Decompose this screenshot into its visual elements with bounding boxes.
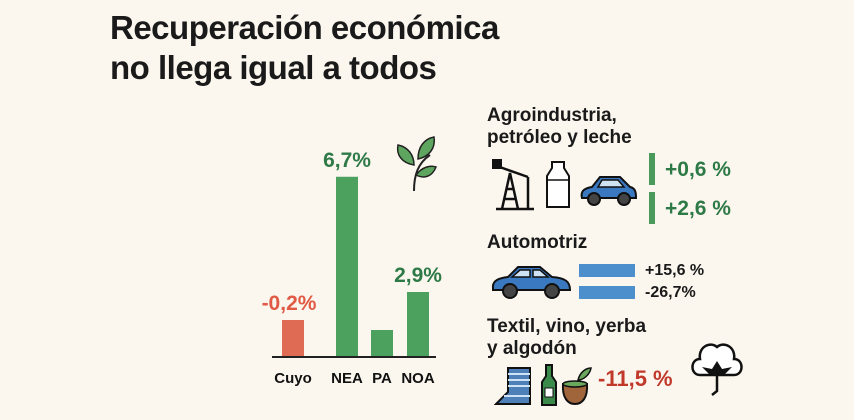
auto-bar-1 <box>579 264 635 277</box>
textil-value: -11,5 % <box>598 366 673 391</box>
fabric-icon <box>494 367 531 405</box>
title-line-1: Recuperación económica <box>110 9 499 46</box>
car-icon <box>491 266 572 299</box>
car-icon <box>580 176 638 206</box>
mate-icon <box>561 367 592 406</box>
agro-indicator-bar-2 <box>649 192 655 224</box>
data-label-noa: 2,9% <box>394 264 442 287</box>
region-bar-chart: -0,2% Cuyo 6,7% NEA PA 2,9% NOA <box>262 149 443 387</box>
agro-indicator-bar-1 <box>649 153 655 185</box>
category-label-pa: PA <box>372 370 392 387</box>
sector-agro-title-line-2: petróleo y leche <box>487 127 632 148</box>
auto-bar-2 <box>579 286 635 299</box>
agro-value-1: +0,6 % <box>665 158 731 181</box>
sector-textil-title-line-1: Textil, vino, yerba <box>487 316 647 337</box>
bar-cuyo <box>282 320 304 357</box>
agro-value-2: +2,6 % <box>665 197 731 220</box>
data-label-cuyo: -0,2% <box>262 292 317 315</box>
leaf-icon <box>396 136 437 192</box>
auto-value-2: -26,7% <box>645 284 696 301</box>
auto-value-1: +15,6 % <box>645 262 705 279</box>
bar-noa <box>407 292 429 357</box>
category-label-nea: NEA <box>331 370 363 387</box>
oil-pump-icon <box>492 159 534 211</box>
sector-agro-title-line-1: Agroindustria, <box>487 105 617 126</box>
wine-bottle-icon <box>541 364 557 406</box>
sector-textil-title: Textil, vino, yerba y algodón <box>487 316 646 360</box>
milk-bottle-icon <box>546 161 570 208</box>
page-title: Recuperación económica no llega igual a … <box>110 8 499 88</box>
bar-pa <box>371 330 393 357</box>
sector-auto-title: Automotriz <box>487 232 588 253</box>
sector-agro-title: Agroindustria, petróleo y leche <box>487 105 632 149</box>
bar-nea <box>336 176 358 357</box>
title-line-2: no llega igual a todos <box>110 49 437 86</box>
sector-textil-title-line-2: y algodón <box>487 338 577 359</box>
category-label-cuyo: Cuyo <box>274 370 312 387</box>
category-label-noa: NOA <box>401 370 435 387</box>
data-label-nea: 6,7% <box>323 149 371 172</box>
cotton-icon <box>691 343 743 396</box>
